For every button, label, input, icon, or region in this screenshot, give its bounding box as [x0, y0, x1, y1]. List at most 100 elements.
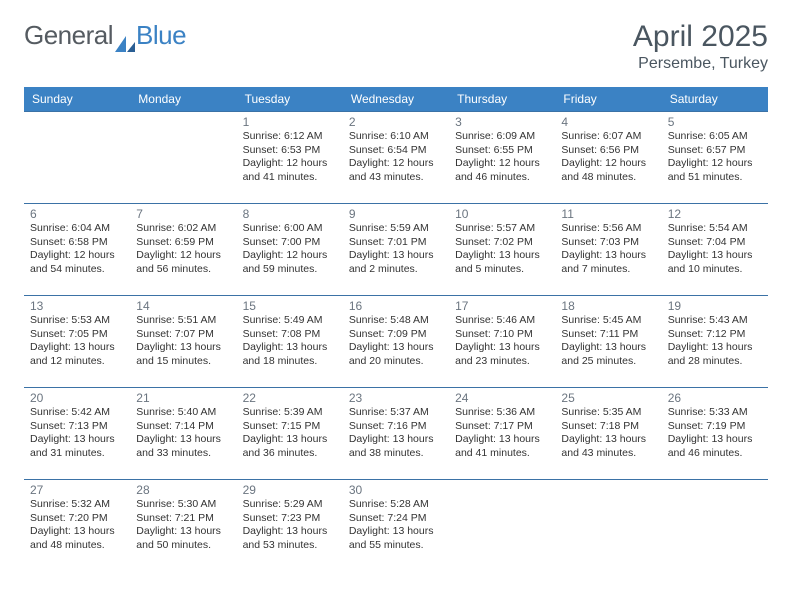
day-info: Sunrise: 6:12 AMSunset: 6:53 PMDaylight:…: [243, 130, 337, 185]
dayhead-mon: Monday: [130, 87, 236, 112]
day-number: 13: [30, 299, 124, 313]
day-info: Sunrise: 5:48 AMSunset: 7:09 PMDaylight:…: [349, 314, 443, 369]
day-cell: 19Sunrise: 5:43 AMSunset: 7:12 PMDayligh…: [662, 296, 768, 382]
day-cell: 29Sunrise: 5:29 AMSunset: 7:23 PMDayligh…: [237, 480, 343, 566]
day-cell: 11Sunrise: 5:56 AMSunset: 7:03 PMDayligh…: [555, 204, 661, 290]
day-number: 2: [349, 115, 443, 129]
day-cell: [24, 112, 130, 198]
day-number: 25: [561, 391, 655, 405]
sunset-line: Sunset: 7:02 PM: [455, 236, 549, 250]
sunrise-line: Sunrise: 5:32 AM: [30, 498, 124, 512]
sunset-line: Sunset: 7:19 PM: [668, 420, 762, 434]
day-cell: 15Sunrise: 5:49 AMSunset: 7:08 PMDayligh…: [237, 296, 343, 382]
day-cell: 5Sunrise: 6:05 AMSunset: 6:57 PMDaylight…: [662, 112, 768, 198]
week-row: 1Sunrise: 6:12 AMSunset: 6:53 PMDaylight…: [24, 112, 768, 198]
day-number: 3: [455, 115, 549, 129]
day-info: Sunrise: 5:39 AMSunset: 7:15 PMDaylight:…: [243, 406, 337, 461]
sunrise-line: Sunrise: 5:42 AM: [30, 406, 124, 420]
sunrise-line: Sunrise: 5:46 AM: [455, 314, 549, 328]
sunrise-line: Sunrise: 5:45 AM: [561, 314, 655, 328]
sunset-line: Sunset: 6:59 PM: [136, 236, 230, 250]
daylight-line: Daylight: 13 hours and 55 minutes.: [349, 525, 443, 552]
day-info: Sunrise: 5:45 AMSunset: 7:11 PMDaylight:…: [561, 314, 655, 369]
day-cell: 9Sunrise: 5:59 AMSunset: 7:01 PMDaylight…: [343, 204, 449, 290]
sunset-line: Sunset: 7:08 PM: [243, 328, 337, 342]
daylight-line: Daylight: 13 hours and 48 minutes.: [30, 525, 124, 552]
sunrise-line: Sunrise: 6:10 AM: [349, 130, 443, 144]
day-number: 18: [561, 299, 655, 313]
month-title: April 2025: [633, 20, 768, 53]
day-cell: 6Sunrise: 6:04 AMSunset: 6:58 PMDaylight…: [24, 204, 130, 290]
day-cell: [555, 480, 661, 566]
sunrise-line: Sunrise: 5:48 AM: [349, 314, 443, 328]
day-info: Sunrise: 5:46 AMSunset: 7:10 PMDaylight:…: [455, 314, 549, 369]
day-number: 15: [243, 299, 337, 313]
header: General Blue April 2025 Persembe, Turkey: [24, 20, 768, 73]
daylight-line: Daylight: 13 hours and 46 minutes.: [668, 433, 762, 460]
day-number: 8: [243, 207, 337, 221]
day-cell: 4Sunrise: 6:07 AMSunset: 6:56 PMDaylight…: [555, 112, 661, 198]
calendar-table: Sunday Monday Tuesday Wednesday Thursday…: [24, 87, 768, 566]
day-info: Sunrise: 5:29 AMSunset: 7:23 PMDaylight:…: [243, 498, 337, 553]
daylight-line: Daylight: 13 hours and 50 minutes.: [136, 525, 230, 552]
sunset-line: Sunset: 7:24 PM: [349, 512, 443, 526]
sunrise-line: Sunrise: 5:36 AM: [455, 406, 549, 420]
sunrise-line: Sunrise: 5:49 AM: [243, 314, 337, 328]
sunset-line: Sunset: 6:56 PM: [561, 144, 655, 158]
week-row: 6Sunrise: 6:04 AMSunset: 6:58 PMDaylight…: [24, 204, 768, 290]
day-info: Sunrise: 6:07 AMSunset: 6:56 PMDaylight:…: [561, 130, 655, 185]
week-row: 27Sunrise: 5:32 AMSunset: 7:20 PMDayligh…: [24, 480, 768, 566]
sunrise-line: Sunrise: 5:37 AM: [349, 406, 443, 420]
sunrise-line: Sunrise: 5:56 AM: [561, 222, 655, 236]
sunrise-line: Sunrise: 6:09 AM: [455, 130, 549, 144]
daylight-line: Daylight: 13 hours and 7 minutes.: [561, 249, 655, 276]
sunset-line: Sunset: 6:53 PM: [243, 144, 337, 158]
sunrise-line: Sunrise: 6:00 AM: [243, 222, 337, 236]
daylight-line: Daylight: 13 hours and 12 minutes.: [30, 341, 124, 368]
logo-text-2: Blue: [136, 20, 186, 51]
week-row: 13Sunrise: 5:53 AMSunset: 7:05 PMDayligh…: [24, 296, 768, 382]
day-info: Sunrise: 6:00 AMSunset: 7:00 PMDaylight:…: [243, 222, 337, 277]
day-number: 24: [455, 391, 549, 405]
day-cell: 23Sunrise: 5:37 AMSunset: 7:16 PMDayligh…: [343, 388, 449, 474]
daylight-line: Daylight: 12 hours and 59 minutes.: [243, 249, 337, 276]
calendar-body: 1Sunrise: 6:12 AMSunset: 6:53 PMDaylight…: [24, 112, 768, 566]
day-cell: 16Sunrise: 5:48 AMSunset: 7:09 PMDayligh…: [343, 296, 449, 382]
sunset-line: Sunset: 7:17 PM: [455, 420, 549, 434]
day-cell: 20Sunrise: 5:42 AMSunset: 7:13 PMDayligh…: [24, 388, 130, 474]
location: Persembe, Turkey: [633, 55, 768, 73]
day-number: 20: [30, 391, 124, 405]
day-cell: 26Sunrise: 5:33 AMSunset: 7:19 PMDayligh…: [662, 388, 768, 474]
logo-sail-icon: [115, 28, 135, 44]
sunset-line: Sunset: 6:55 PM: [455, 144, 549, 158]
day-info: Sunrise: 5:56 AMSunset: 7:03 PMDaylight:…: [561, 222, 655, 277]
day-number: 30: [349, 483, 443, 497]
sunrise-line: Sunrise: 5:59 AM: [349, 222, 443, 236]
day-info: Sunrise: 5:49 AMSunset: 7:08 PMDaylight:…: [243, 314, 337, 369]
day-cell: 24Sunrise: 5:36 AMSunset: 7:17 PMDayligh…: [449, 388, 555, 474]
day-number: 4: [561, 115, 655, 129]
daylight-line: Daylight: 12 hours and 46 minutes.: [455, 157, 549, 184]
day-info: Sunrise: 5:35 AMSunset: 7:18 PMDaylight:…: [561, 406, 655, 461]
day-cell: 27Sunrise: 5:32 AMSunset: 7:20 PMDayligh…: [24, 480, 130, 566]
sunset-line: Sunset: 7:07 PM: [136, 328, 230, 342]
sunset-line: Sunset: 7:15 PM: [243, 420, 337, 434]
daylight-line: Daylight: 12 hours and 43 minutes.: [349, 157, 443, 184]
day-cell: 10Sunrise: 5:57 AMSunset: 7:02 PMDayligh…: [449, 204, 555, 290]
day-info: Sunrise: 5:36 AMSunset: 7:17 PMDaylight:…: [455, 406, 549, 461]
sunrise-line: Sunrise: 5:54 AM: [668, 222, 762, 236]
sunset-line: Sunset: 7:13 PM: [30, 420, 124, 434]
day-number: 10: [455, 207, 549, 221]
sunrise-line: Sunrise: 5:40 AM: [136, 406, 230, 420]
day-number: 22: [243, 391, 337, 405]
day-cell: [662, 480, 768, 566]
day-number: 27: [30, 483, 124, 497]
day-cell: 25Sunrise: 5:35 AMSunset: 7:18 PMDayligh…: [555, 388, 661, 474]
day-info: Sunrise: 5:37 AMSunset: 7:16 PMDaylight:…: [349, 406, 443, 461]
day-cell: 21Sunrise: 5:40 AMSunset: 7:14 PMDayligh…: [130, 388, 236, 474]
daylight-line: Daylight: 13 hours and 2 minutes.: [349, 249, 443, 276]
sunrise-line: Sunrise: 5:35 AM: [561, 406, 655, 420]
day-cell: 17Sunrise: 5:46 AMSunset: 7:10 PMDayligh…: [449, 296, 555, 382]
day-info: Sunrise: 5:59 AMSunset: 7:01 PMDaylight:…: [349, 222, 443, 277]
day-info: Sunrise: 5:57 AMSunset: 7:02 PMDaylight:…: [455, 222, 549, 277]
